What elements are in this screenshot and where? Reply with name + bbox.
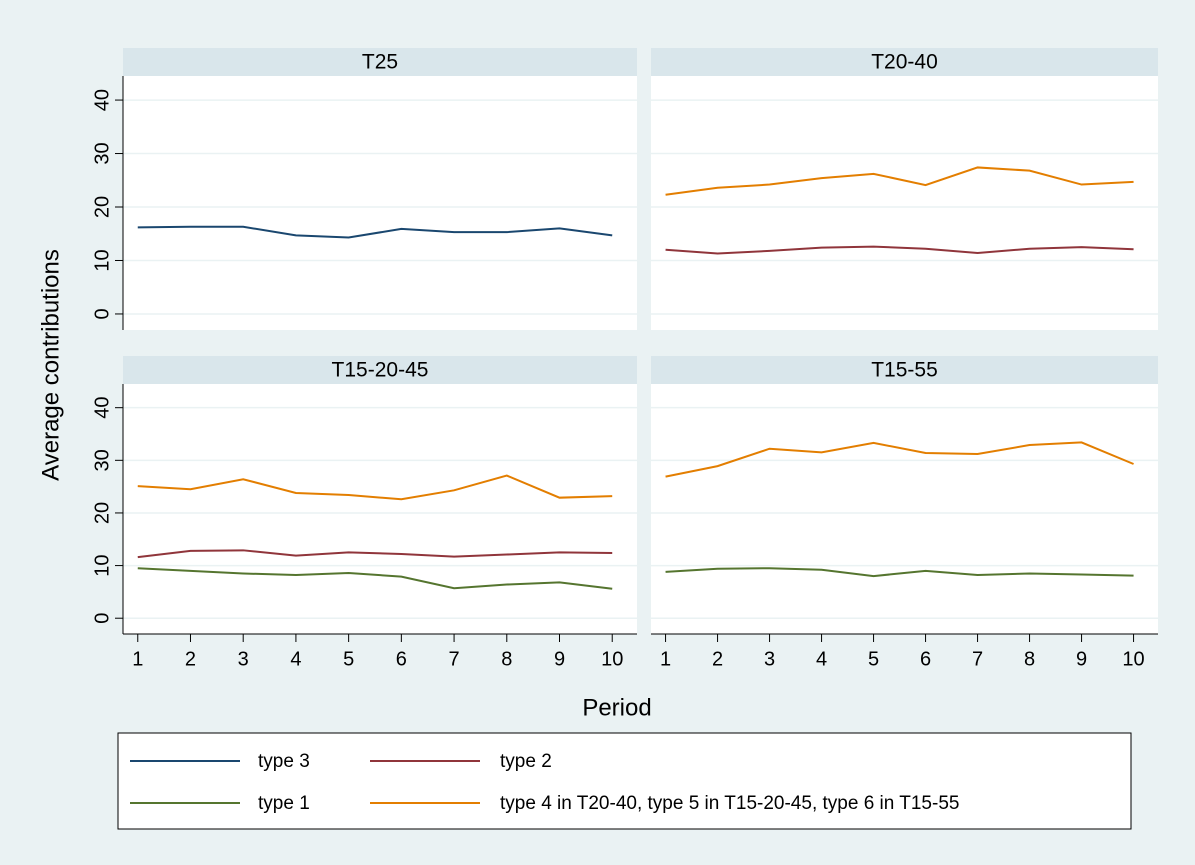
x-tick-label: 10 bbox=[601, 648, 623, 670]
y-tick-label: 30 bbox=[91, 142, 113, 164]
legend-label: type 4 in T20-40, type 5 in T15-20-45, t… bbox=[500, 793, 959, 814]
x-tick-label: 8 bbox=[1024, 648, 1035, 670]
x-tick-label: 1 bbox=[660, 648, 671, 670]
y-tick-label: 10 bbox=[91, 249, 113, 271]
x-axis-label: Period bbox=[582, 694, 651, 721]
series-line bbox=[665, 166, 1134, 196]
plot-area bbox=[123, 384, 637, 634]
x-tick-label: 9 bbox=[554, 648, 565, 670]
legend-label: type 2 bbox=[500, 751, 552, 772]
x-tick-label: 4 bbox=[816, 648, 827, 670]
series-line bbox=[665, 441, 1134, 478]
x-tick-label: 9 bbox=[1076, 648, 1087, 670]
panel-title: T15-55 bbox=[871, 359, 938, 382]
x-tick-label: 8 bbox=[501, 648, 512, 670]
y-tick-label: 20 bbox=[91, 196, 113, 218]
x-tick-label: 5 bbox=[343, 648, 354, 670]
plot-area bbox=[651, 76, 1158, 330]
series-line bbox=[137, 549, 613, 559]
y-tick-label: 40 bbox=[91, 397, 113, 419]
panel-header bbox=[123, 48, 637, 76]
panel-header bbox=[651, 48, 1158, 76]
legend-label: type 1 bbox=[258, 793, 310, 814]
series-line bbox=[137, 474, 613, 501]
x-tick-label: 6 bbox=[396, 648, 407, 670]
legend-label: type 3 bbox=[258, 751, 310, 772]
x-tick-label: 3 bbox=[764, 648, 775, 670]
panel-title: T20-40 bbox=[871, 51, 938, 74]
y-axis-label: Average contributions bbox=[37, 249, 64, 481]
legend bbox=[117, 732, 1132, 830]
x-tick-label: 6 bbox=[920, 648, 931, 670]
x-tick-label: 4 bbox=[290, 648, 301, 670]
x-tick-label: 7 bbox=[449, 648, 460, 670]
series-line bbox=[665, 567, 1134, 578]
series-line bbox=[137, 567, 613, 590]
x-tick-label: 2 bbox=[712, 648, 723, 670]
series-line bbox=[665, 245, 1134, 255]
panel-header bbox=[651, 356, 1158, 384]
x-tick-label: 2 bbox=[185, 648, 196, 670]
y-tick-label: 0 bbox=[91, 613, 113, 624]
x-tick-label: 5 bbox=[868, 648, 879, 670]
y-tick-label: 10 bbox=[91, 554, 113, 576]
y-tick-label: 40 bbox=[91, 89, 113, 111]
panel-title: T15-20-45 bbox=[332, 359, 429, 382]
y-tick-label: 20 bbox=[91, 502, 113, 524]
y-tick-label: 30 bbox=[91, 449, 113, 471]
y-tick-label: 0 bbox=[91, 308, 113, 319]
x-tick-label: 1 bbox=[132, 648, 143, 670]
series-line bbox=[137, 225, 613, 239]
x-tick-label: 7 bbox=[972, 648, 983, 670]
x-tick-label: 3 bbox=[238, 648, 249, 670]
panel-title: T25 bbox=[362, 51, 398, 74]
x-tick-label: 10 bbox=[1122, 648, 1144, 670]
plot-area bbox=[123, 76, 637, 330]
plot-area bbox=[651, 384, 1158, 634]
panel-header bbox=[123, 356, 637, 384]
